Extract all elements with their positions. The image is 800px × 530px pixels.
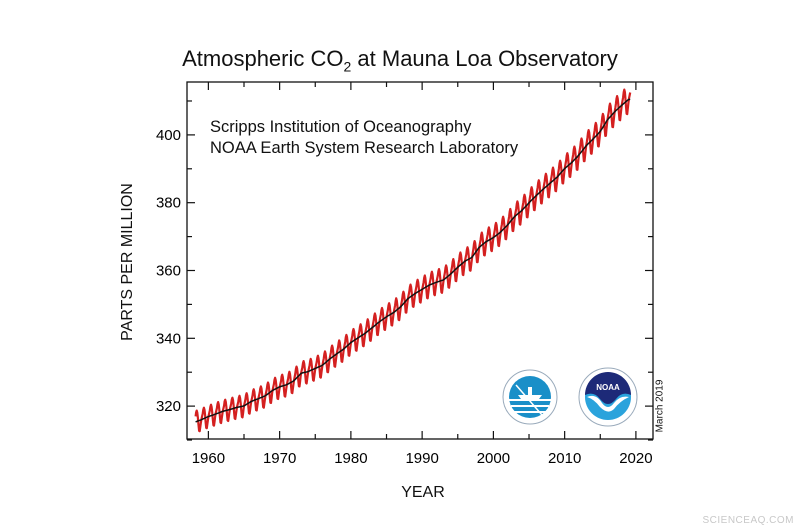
x-tick-label: 2000 bbox=[477, 450, 510, 467]
x-tick-label: 1990 bbox=[405, 450, 438, 467]
annotation-scripps: Scripps Institution of Oceanography bbox=[210, 118, 472, 136]
annotation-noaa: NOAA Earth System Research Laboratory bbox=[210, 139, 519, 157]
scripps-logo bbox=[502, 369, 558, 425]
x-tick-label: 1970 bbox=[263, 450, 296, 467]
y-tick-label: 400 bbox=[156, 127, 181, 144]
watermark: SCIENCEAQ.COM bbox=[702, 515, 794, 526]
y-tick-label: 380 bbox=[156, 195, 181, 212]
date-note: March 2019 bbox=[654, 379, 666, 433]
x-tick-label: 1960 bbox=[192, 450, 225, 467]
x-tick-label: 1980 bbox=[334, 450, 367, 467]
plot-frame bbox=[186, 81, 654, 440]
y-tick-label: 340 bbox=[156, 330, 181, 347]
y-tick-label: 320 bbox=[156, 398, 181, 415]
y-tick-label: 360 bbox=[156, 263, 181, 280]
chart-title: Atmospheric CO2 at Mauna Loa Observatory bbox=[182, 46, 618, 75]
svg-text:NOAA: NOAA bbox=[596, 383, 620, 392]
x-tick-label: 2010 bbox=[548, 450, 581, 467]
x-tick-label: 2020 bbox=[619, 450, 652, 467]
trend-co2-line bbox=[195, 98, 631, 423]
y-axis-label: PARTS PER MILLION bbox=[119, 183, 136, 341]
x-axis-label: YEAR bbox=[401, 484, 445, 501]
noaa-logo: NOAA bbox=[578, 367, 638, 427]
